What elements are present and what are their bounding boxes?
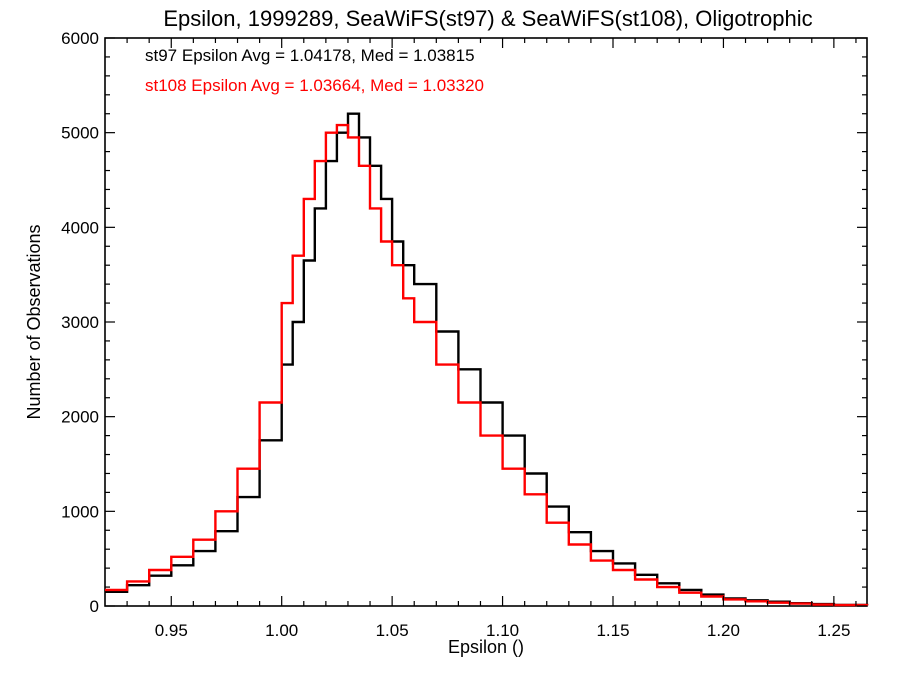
x-axis-title: Epsilon () bbox=[448, 637, 524, 657]
y-tick-label: 2000 bbox=[61, 408, 99, 427]
x-tick-label: 1.05 bbox=[376, 621, 409, 640]
tick-layer: 0.95 1.00 1.05 1.10 1.15 1.20 1.25 0 1000 2000 300… bbox=[61, 29, 867, 640]
st97-histogram-line bbox=[105, 112, 869, 607]
x-tick-label: 0.95 bbox=[155, 621, 188, 640]
y-tick-label: 1000 bbox=[61, 502, 99, 521]
x-tick-label: 1.20 bbox=[707, 621, 740, 640]
st108-stats-annotation: st108 Epsilon Avg = 1.03664, Med = 1.033… bbox=[145, 76, 484, 95]
x-tick-label: 1.15 bbox=[596, 621, 629, 640]
x-tick-label: 1.00 bbox=[265, 621, 298, 640]
y-tick-label: 3000 bbox=[61, 313, 99, 332]
st97-stats-annotation: st97 Epsilon Avg = 1.04178, Med = 1.0381… bbox=[145, 46, 475, 65]
chart-title: Epsilon, 1999289, SeaWiFS(st97) & SeaWiF… bbox=[163, 6, 812, 31]
y-tick-label: 0 bbox=[90, 597, 99, 616]
y-axis-title: Number of Observations bbox=[24, 224, 44, 419]
plot-frame bbox=[104, 37, 868, 607]
st108-histogram-line bbox=[105, 123, 869, 607]
x-tick-label: 1.25 bbox=[817, 621, 850, 640]
y-tick-label: 5000 bbox=[61, 124, 99, 143]
y-tick-label: 4000 bbox=[61, 218, 99, 237]
series-layer bbox=[105, 112, 869, 607]
x-tick-label: 1.10 bbox=[486, 621, 519, 640]
y-tick-label: 6000 bbox=[61, 29, 99, 48]
